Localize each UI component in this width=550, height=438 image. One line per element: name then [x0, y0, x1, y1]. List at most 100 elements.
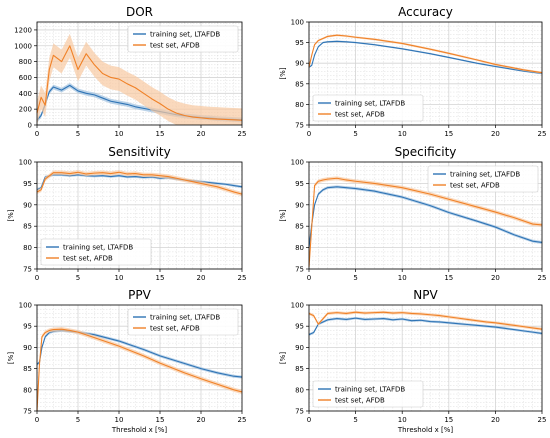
x-tick-label: 5 [353, 416, 357, 424]
y-tick-label: 1200 [14, 26, 32, 34]
x-tick-label: 25 [538, 416, 547, 424]
plot-frame [308, 21, 543, 126]
y-tick-label: 100 [291, 19, 304, 27]
x-tick-label: 25 [538, 274, 547, 282]
x-tick-label: 25 [238, 416, 247, 424]
y-tick-label: 100 [19, 302, 32, 310]
y-tick-label: 75 [295, 408, 304, 416]
y-tick-label: 75 [295, 266, 304, 274]
x-tick-label: 20 [197, 274, 206, 282]
legend: training set, LTAFDB test set, AFDB [127, 25, 239, 53]
y-axis-label: [%] [279, 209, 287, 221]
x-tick-label: 10 [115, 130, 124, 138]
x-tick-label: 0 [35, 274, 39, 282]
x-tick-label: 10 [398, 130, 407, 138]
legend-label: training set, LTAFDB [150, 314, 220, 322]
chart-panel: 0 5 10 15 20 25 75 80 85 90 95 100 PPV [%] Threshold x… [7, 288, 246, 434]
plot-frame [36, 21, 243, 126]
y-tick-label: 100 [291, 159, 304, 167]
y-tick-label: 90 [295, 201, 304, 209]
series-line [308, 40, 543, 75]
series-band [37, 83, 242, 123]
series-line [308, 177, 543, 267]
y-tick-label: 80 [295, 244, 304, 252]
chart-panel: 0 5 10 15 20 25 75 80 85 90 95 100 Specificity [%] tra… [279, 145, 546, 282]
y-tick-label: 0 [28, 122, 32, 130]
series-band [37, 328, 242, 379]
plot-frame [36, 304, 243, 412]
y-tick-label: 80 [295, 386, 304, 394]
legend-box [312, 94, 424, 122]
legend-box [127, 25, 239, 53]
series-band [309, 40, 542, 75]
x-tick-label: 5 [76, 416, 80, 424]
legend-box [312, 380, 424, 408]
chart-title: DOR [126, 5, 153, 19]
x-tick-label: 0 [307, 416, 311, 424]
x-tick-label: 5 [353, 274, 357, 282]
x-tick-label: 0 [35, 130, 39, 138]
y-tick-label: 90 [23, 344, 32, 352]
chart-title: NPV [413, 288, 438, 302]
legend-box [127, 308, 239, 336]
y-tick-label: 90 [295, 344, 304, 352]
x-tick-label: 20 [491, 416, 500, 424]
plot-frame [308, 161, 543, 270]
y-tick-label: 85 [23, 223, 32, 231]
legend: training set, LTAFDB test set, AFDB [427, 165, 539, 193]
y-tick-label: 85 [295, 223, 304, 231]
y-tick-label: 90 [23, 201, 32, 209]
legend: training set, LTAFDB test set, AFDB [312, 94, 424, 122]
x-tick-label: 0 [307, 130, 311, 138]
legend-label: test set, AFDB [150, 325, 200, 333]
x-tick-label: 15 [444, 416, 453, 424]
x-tick-label: 25 [538, 130, 547, 138]
x-tick-label: 0 [307, 274, 311, 282]
y-tick-label: 95 [23, 323, 32, 331]
series-band [309, 176, 542, 269]
y-tick-label: 75 [295, 122, 304, 130]
x-axis-label: Threshold x [%] [397, 426, 453, 434]
series-line [308, 34, 543, 74]
series-line [308, 186, 543, 248]
chart-panel: 0 5 10 15 20 25 0 200 400 600 800 1000 1200 DOR traini… [14, 5, 246, 138]
x-tick-label: 15 [156, 130, 165, 138]
y-axis-label: [%] [279, 352, 287, 364]
y-tick-label: 95 [295, 180, 304, 188]
chart-panel: 0 5 10 15 20 25 75 80 85 90 95 100 NPV [%] Threshold x… [279, 288, 546, 434]
x-tick-label: 10 [115, 416, 124, 424]
series-line [36, 45, 243, 121]
series-line [36, 171, 243, 195]
x-tick-label: 15 [444, 274, 453, 282]
legend-label: training set, LTAFDB [450, 171, 520, 179]
x-tick-label: 15 [156, 274, 165, 282]
legend: training set, LTAFDB test set, AFDB [40, 238, 152, 266]
y-tick-label: 85 [295, 365, 304, 373]
x-tick-label: 5 [76, 274, 80, 282]
y-tick-label: 85 [295, 80, 304, 88]
legend-label: training set, LTAFDB [63, 244, 133, 252]
legend-box [427, 165, 539, 193]
y-axis-label: [%] [7, 209, 15, 221]
x-tick-label: 10 [398, 416, 407, 424]
x-tick-label: 5 [353, 130, 357, 138]
chart-title: Accuracy [398, 5, 453, 19]
chart-title: Specificity [395, 145, 457, 159]
legend-label: test set, AFDB [335, 397, 385, 405]
y-axis-label: [%] [279, 67, 287, 79]
x-axis-label: Threshold x [%] [111, 426, 167, 434]
series-line [308, 317, 543, 336]
x-tick-label: 25 [238, 130, 247, 138]
x-tick-label: 0 [35, 416, 39, 424]
y-tick-label: 600 [19, 74, 32, 82]
y-tick-label: 95 [295, 323, 304, 331]
x-tick-label: 25 [238, 274, 247, 282]
x-tick-label: 15 [444, 130, 453, 138]
y-tick-label: 100 [291, 302, 304, 310]
x-tick-label: 10 [398, 274, 407, 282]
legend-label: training set, LTAFDB [335, 100, 405, 108]
x-tick-label: 10 [115, 274, 124, 282]
series-line [36, 328, 243, 412]
y-tick-label: 75 [23, 266, 32, 274]
